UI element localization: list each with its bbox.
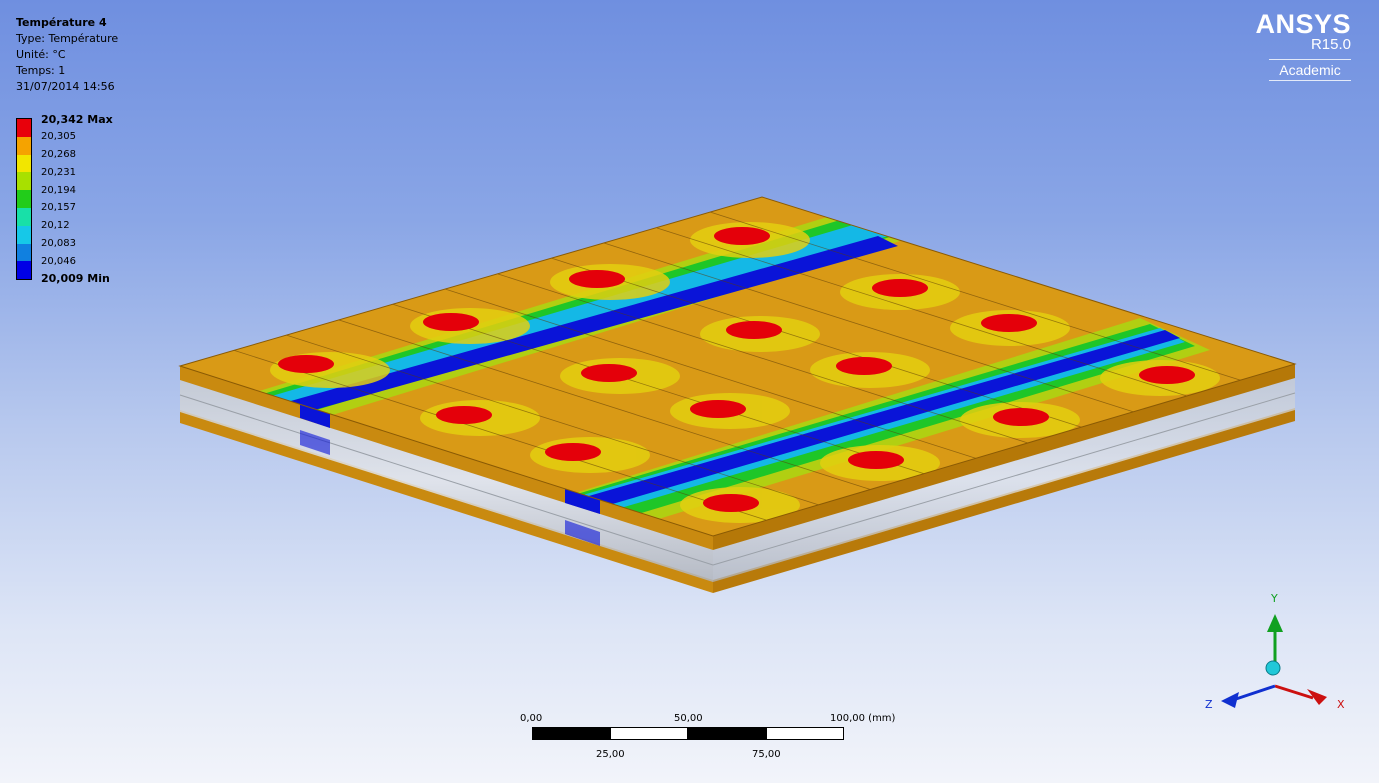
hot-spot (1139, 366, 1195, 384)
top-plate-right-face (713, 364, 1295, 550)
hot-spot (278, 355, 334, 373)
scale-segment (766, 727, 844, 740)
result-type: Type: Température (16, 32, 119, 45)
legend-min-label: 20,009 Min (41, 272, 110, 285)
hot-spot (581, 364, 637, 382)
hot-spot (848, 451, 904, 469)
y-axis-label: Y (1270, 592, 1278, 605)
triad-origin (1265, 660, 1281, 676)
logo-version: R15.0 (1310, 36, 1351, 53)
top-face (180, 197, 1295, 536)
legend-tick: 20,231 (41, 167, 76, 178)
scale-label: 25,00 (596, 749, 625, 760)
scale-label: 100,00 (mm) (830, 713, 896, 724)
z-axis-label: Z (1205, 698, 1213, 711)
scale-bar: 0,00 50,00 100,00 (mm) 25,00 75,00 (520, 712, 900, 772)
cold-band-1 (280, 236, 898, 414)
legend-swatch (17, 243, 31, 262)
legend-swatch (17, 154, 31, 173)
hot-spot (703, 494, 759, 512)
legend-tick: 20,083 (41, 238, 76, 249)
axis-triad[interactable]: Y X Z (1195, 588, 1365, 718)
hot-spot (993, 408, 1049, 426)
legend-swatch (17, 225, 31, 244)
legend-swatch (17, 207, 31, 226)
result-info-panel: Température 4 Type: Température Unité: °… (16, 15, 118, 95)
legend-tick: 20,12 (41, 220, 70, 231)
logo-edition: Academic (1269, 59, 1351, 81)
legend-tick: 20,268 (41, 149, 76, 160)
z-axis-line (1232, 684, 1276, 702)
x-axis-arrow (1307, 689, 1327, 705)
hot-spot (872, 279, 928, 297)
scale-segment (688, 727, 766, 740)
legend-max-label: 20,342 Max (41, 113, 113, 126)
legend-swatch (17, 261, 31, 280)
logo-brand: ANSYS (1255, 9, 1351, 39)
hot-spots (278, 227, 1195, 512)
scale-label: 0,00 (520, 713, 543, 724)
hot-spot (690, 400, 746, 418)
scale-segment (532, 727, 610, 740)
x-axis-line (1274, 684, 1314, 700)
legend-tick: 20,046 (41, 256, 76, 267)
cold-band-2 (568, 330, 1180, 512)
y-axis-arrow (1267, 614, 1283, 632)
result-title: Température 4 (16, 16, 107, 29)
hot-spot (726, 321, 782, 339)
bottom-plate-right-face (713, 408, 1295, 593)
scale-segment (610, 727, 688, 740)
hot-spot (423, 313, 479, 331)
ansys-logo: ANSYS R15.0 Academic (1255, 10, 1351, 81)
hot-spot (836, 357, 892, 375)
legend-tick: 20,157 (41, 202, 76, 213)
top-plate-sides (180, 364, 1295, 550)
hot-spot (569, 270, 625, 288)
spacer-layers (179, 378, 1296, 582)
result-time: Temps: 1 (16, 64, 66, 77)
bottom-plate-front-face (180, 410, 713, 593)
result-unit: Unité: °C (16, 48, 66, 61)
hot-spot (436, 406, 492, 424)
legend-swatch (17, 172, 31, 191)
legend-tick: 20,305 (41, 131, 76, 142)
bottom-plate (180, 408, 1295, 593)
legend-tick: 20,194 (41, 185, 76, 196)
z-axis-arrow (1221, 692, 1239, 708)
legend-color-bar (16, 118, 32, 281)
hot-spot (981, 314, 1037, 332)
legend-swatch (17, 136, 31, 155)
scale-label: 50,00 (674, 713, 703, 724)
scale-label: 75,00 (752, 749, 781, 760)
result-date: 31/07/2014 14:56 (16, 80, 115, 93)
top-plate-surface[interactable] (178, 196, 1297, 540)
hot-spot (545, 443, 601, 461)
legend-swatch (17, 190, 31, 208)
legend-swatch (17, 119, 31, 137)
x-axis-label: X (1337, 698, 1345, 711)
hot-spot (714, 227, 770, 245)
